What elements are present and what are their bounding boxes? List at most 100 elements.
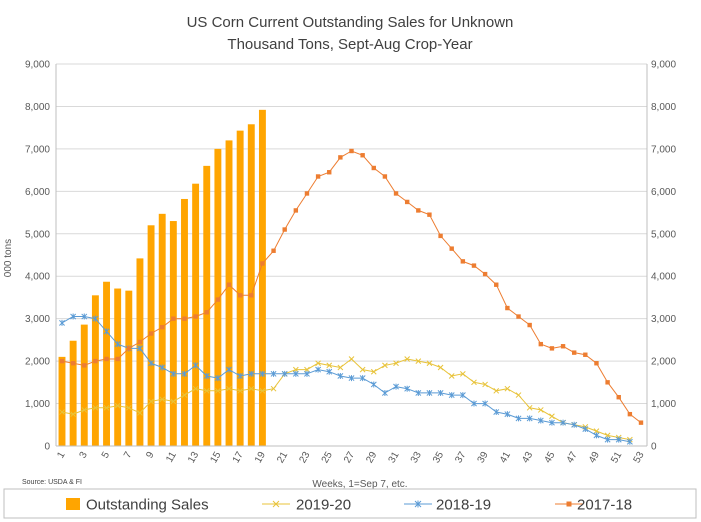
- point: [538, 341, 543, 347]
- point: [160, 324, 165, 330]
- point: [404, 199, 410, 205]
- y-tick-label-left: 9,000: [25, 60, 50, 71]
- point: [527, 322, 532, 328]
- point: [214, 375, 221, 382]
- point: [560, 419, 567, 426]
- point: [326, 362, 333, 369]
- point: [259, 387, 266, 394]
- point: [249, 293, 254, 298]
- x-tick-label: 1: [55, 450, 68, 461]
- bar: [258, 109, 266, 446]
- bar: [203, 165, 211, 446]
- point: [181, 370, 188, 377]
- point: [348, 375, 355, 382]
- point: [415, 358, 422, 364]
- point: [427, 212, 432, 217]
- point: [270, 370, 277, 377]
- point: [549, 413, 555, 420]
- point: [370, 381, 377, 388]
- point: [103, 328, 110, 335]
- point: [181, 392, 188, 398]
- point: [515, 415, 522, 422]
- point: [192, 362, 199, 369]
- point: [448, 392, 455, 399]
- point: [237, 372, 244, 379]
- point: [170, 398, 177, 405]
- y-axis-right: 0 1,000 2,000 3,000 4,000 5,000 6,000 7,000 8,00…: [651, 60, 676, 453]
- x-tick-label: 51: [609, 450, 624, 466]
- x-tick-label: 7: [122, 450, 135, 461]
- point: [170, 370, 177, 377]
- point: [605, 380, 610, 385]
- point: [505, 305, 510, 311]
- bar: [169, 221, 177, 446]
- point: [292, 370, 299, 377]
- point: [148, 398, 154, 405]
- legend-label: 2018-19: [436, 497, 491, 514]
- point: [327, 170, 332, 175]
- point: [449, 246, 454, 251]
- point: [103, 404, 110, 411]
- point: [292, 366, 299, 373]
- point: [237, 387, 244, 394]
- y-axis-left: 0 1,000 2,000 3,000 4,000 5,000 6,000 7,000 8,00…: [25, 60, 50, 453]
- point: [560, 344, 566, 349]
- point: [59, 358, 65, 364]
- x-tick-label: 39: [476, 450, 491, 466]
- point: [348, 356, 355, 362]
- point: [393, 360, 399, 367]
- source-note: Source: USDA & FI: [22, 479, 82, 486]
- legend-label: 2017-18: [577, 497, 632, 514]
- point: [437, 389, 444, 396]
- point: [193, 314, 198, 319]
- point: [571, 350, 577, 355]
- point: [526, 415, 533, 422]
- y-tick-label-left: 6,000: [25, 187, 50, 198]
- point: [338, 155, 343, 160]
- point: [537, 407, 544, 413]
- y-tick-label-right: 5,000: [651, 229, 676, 240]
- bar: [136, 258, 144, 446]
- point: [526, 404, 533, 411]
- point: [126, 346, 132, 351]
- point: [59, 409, 65, 415]
- point: [627, 411, 633, 417]
- point: [203, 387, 210, 394]
- point: [359, 366, 366, 373]
- point: [182, 316, 187, 321]
- point: [426, 389, 433, 396]
- point: [204, 310, 209, 315]
- x-tick-label: 49: [587, 450, 602, 466]
- axes: [55, 64, 648, 447]
- bar: [69, 340, 77, 446]
- point: [270, 385, 277, 392]
- series-line: [61, 316, 630, 443]
- point: [349, 148, 354, 154]
- point: [404, 356, 411, 362]
- point: [293, 208, 299, 213]
- point: [237, 293, 243, 298]
- point: [304, 366, 310, 373]
- point: [471, 400, 477, 407]
- point: [604, 432, 611, 439]
- point: [381, 389, 388, 396]
- legend-label: 2019-20: [296, 497, 351, 514]
- x-tick-label: 9: [144, 450, 157, 461]
- y-tick-label-right: 3,000: [651, 314, 676, 325]
- point: [215, 297, 221, 302]
- series-2017-18: [59, 148, 644, 425]
- bar: [114, 288, 122, 446]
- point: [615, 436, 622, 443]
- series-line: [61, 358, 630, 441]
- legend: Outstanding Sales 2019-20 2018-19 2017-18: [66, 497, 632, 514]
- point: [70, 313, 77, 320]
- x-axis-label: Weeks, 1=Sep 7, etc.: [312, 479, 407, 490]
- point: [582, 426, 589, 433]
- bar-series: [58, 109, 266, 447]
- point: [304, 370, 310, 377]
- point: [471, 379, 477, 386]
- x-tick-label: 15: [208, 450, 223, 466]
- grid: [56, 63, 647, 405]
- point: [359, 375, 366, 382]
- y-tick-label-right: 1,000: [651, 399, 676, 410]
